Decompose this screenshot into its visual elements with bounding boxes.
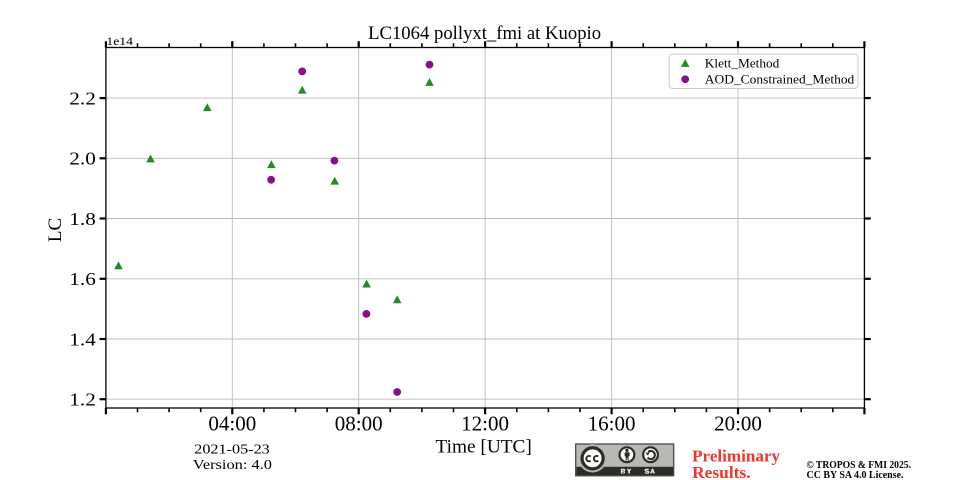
svg-text:Version: 4.0: Version: 4.0 — [193, 458, 272, 473]
svg-text:Klett_Method: Klett_Method — [705, 55, 780, 70]
svg-text:12:00: 12:00 — [461, 412, 509, 436]
svg-text:1.6: 1.6 — [69, 269, 96, 289]
svg-text:Results.: Results. — [692, 463, 751, 480]
svg-text:CC BY SA 4.0 License.: CC BY SA 4.0 License. — [807, 470, 904, 480]
svg-text:1.2: 1.2 — [69, 390, 96, 410]
svg-text:20:00: 20:00 — [714, 412, 762, 436]
svg-text:04:00: 04:00 — [208, 412, 256, 436]
svg-text:1.4: 1.4 — [69, 329, 96, 349]
svg-text:2021-05-23: 2021-05-23 — [194, 443, 270, 458]
svg-text:16:00: 16:00 — [588, 412, 636, 436]
svg-text:2.0: 2.0 — [69, 149, 96, 169]
svg-text:AOD_Constrained_Method: AOD_Constrained_Method — [705, 71, 855, 86]
svg-text:LC: LC — [45, 218, 66, 242]
svg-text:1.8: 1.8 — [69, 209, 96, 229]
svg-text:2.2: 2.2 — [69, 88, 96, 108]
svg-text:1e14: 1e14 — [106, 34, 133, 48]
svg-text:Preliminary: Preliminary — [692, 447, 781, 466]
svg-text:Time [UTC]: Time [UTC] — [436, 437, 532, 458]
svg-text:© TROPOS & FMI 2025.: © TROPOS & FMI 2025. — [807, 460, 912, 471]
svg-text:LC1064 pollyxt_fmi at Kuopio: LC1064 pollyxt_fmi at Kuopio — [368, 23, 601, 44]
svg-text:08:00: 08:00 — [335, 412, 383, 436]
